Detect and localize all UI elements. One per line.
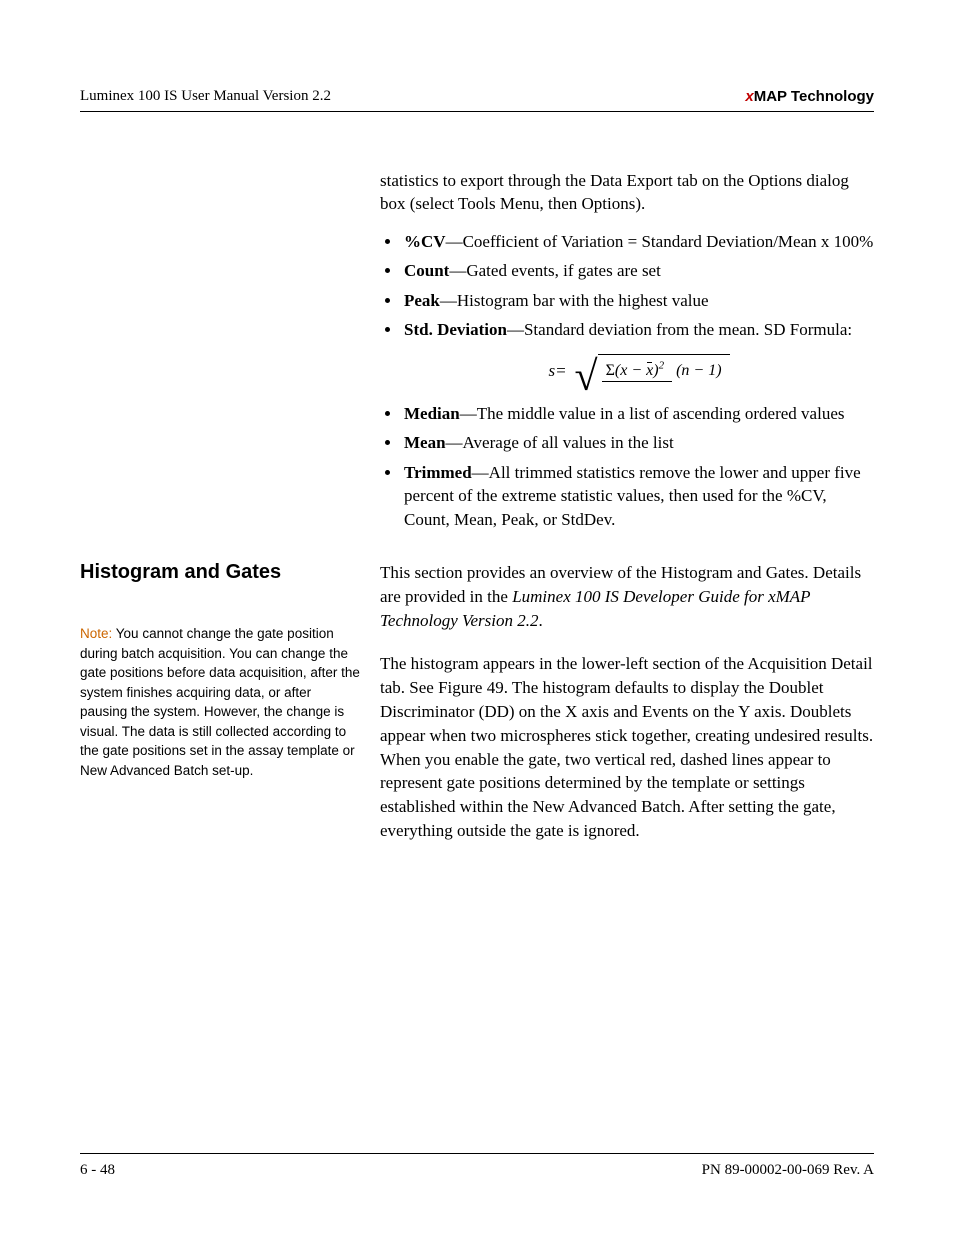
xbar: x [646,360,653,382]
sqrt: √ Σ(x − x)2 (n − 1) [575,350,730,392]
text-peak: —Histogram bar with the highest value [440,291,709,310]
footer-right: PN 89-00002-00-069 Rev. A [702,1162,874,1179]
def-std: Std. Deviation—Standard deviation from t… [402,318,874,391]
page-footer: 6 - 48 PN 89-00002-00-069 Rev. A [80,1153,874,1179]
text-count: —Gated events, if gates are set [449,261,660,280]
header-right-rest: MAP Technology [754,88,874,105]
note-text: You cannot change the gate position duri… [80,626,360,778]
term-std: Std. Deviation [404,320,507,339]
def-count: Count—Gated events, if gates are set [402,259,874,282]
note-block: Note: You cannot change the gate positio… [80,624,360,781]
minus: − [627,362,646,379]
term-median: Median [404,404,460,423]
numerator: Σ(x − x)2 [602,362,672,382]
para1-b: . [539,611,543,630]
header-right: xMAP Technology [745,88,874,105]
exponent: 2 [659,359,665,371]
def-cv: %CV—Coefficient of Variation = Standard … [402,230,874,253]
def-median: Median—The middle value in a list of asc… [402,402,874,425]
section-para-2: The histogram appears in the lower-left … [380,652,874,842]
sd-formula: s= √ Σ(x − x)2 (n − 1) [404,350,874,392]
sqrt-body: Σ(x − x)2 (n − 1) [598,354,730,392]
text-median: —The middle value in a list of ascending… [460,404,845,423]
text-mean: —Average of all values in the list [446,433,674,452]
term-peak: Peak [404,291,440,310]
section-heading: Histogram and Gates [80,561,360,584]
header-right-prefix: x [745,88,753,105]
term-count: Count [404,261,449,280]
intro-paragraph: statistics to export through the Data Ex… [380,170,874,216]
text-std: —Standard deviation from the mean. SD Fo… [507,320,852,339]
document-page: Luminex 100 IS User Manual Version 2.2 x… [0,0,954,1235]
text-cv: —Coefficient of Variation = Standard Dev… [446,232,874,251]
sigma: Σ [606,362,615,379]
formula-lhs: s= [548,359,566,382]
right-column: This section provides an overview of the… [380,561,874,863]
footer-left: 6 - 48 [80,1162,115,1179]
histogram-gates-section: Histogram and Gates Note: You cannot cha… [80,561,874,863]
section-para-1: This section provides an overview of the… [380,561,874,632]
header-left: Luminex 100 IS User Manual Version 2.2 [80,88,331,105]
fraction: Σ(x − x)2 (n − 1) [602,358,726,382]
term-trimmed: Trimmed [404,463,472,482]
definitions-list: %CV—Coefficient of Variation = Standard … [380,230,874,531]
radical-icon: √ [575,356,598,398]
def-peak: Peak—Histogram bar with the highest valu… [402,289,874,312]
formula-inline: s= √ Σ(x − x)2 (n − 1) [548,350,729,392]
def-mean: Mean—Average of all values in the list [402,431,874,454]
term-cv: %CV [404,232,446,251]
term-mean: Mean [404,433,446,452]
left-column: Histogram and Gates Note: You cannot cha… [80,561,360,863]
body: statistics to export through the Data Ex… [80,170,874,863]
page-header: Luminex 100 IS User Manual Version 2.2 x… [80,88,874,112]
def-trimmed: Trimmed—All trimmed statistics remove th… [402,461,874,531]
denominator: (n − 1) [672,360,725,379]
note-label: Note: [80,626,116,641]
text-trimmed: —All trimmed statistics remove the lower… [404,463,861,529]
